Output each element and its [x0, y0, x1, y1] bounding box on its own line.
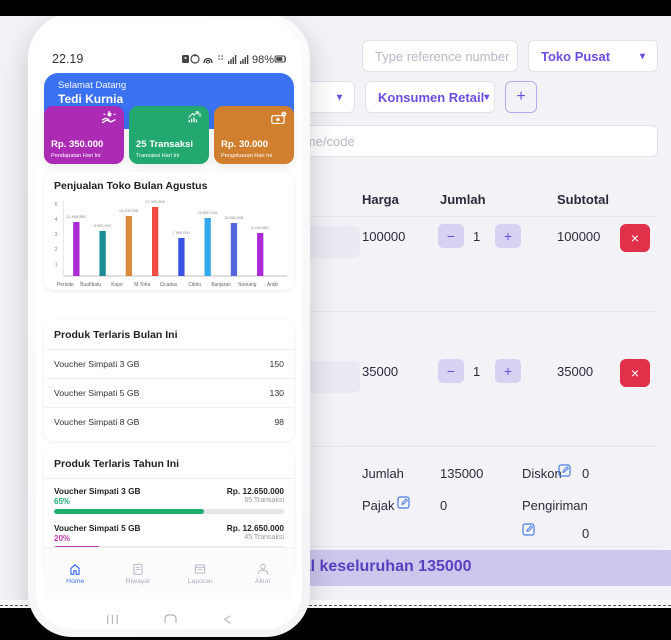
svg-text:13.800.008: 13.800.008	[198, 210, 218, 215]
svg-text:1: 1	[55, 262, 58, 268]
svg-text:Cicadas: Cicadas	[160, 282, 178, 288]
svg-text:13.650.008: 13.650.008	[224, 215, 244, 220]
svg-text:8.200.080: 8.200.080	[251, 225, 269, 230]
svg-text:Banjaran: Banjaran	[211, 282, 231, 288]
svg-text:17.300.008: 17.300.008	[145, 199, 165, 204]
svg-text:14.200.008: 14.200.008	[119, 208, 139, 213]
svg-text:2: 2	[55, 247, 58, 253]
svg-text:98%: 98%	[252, 54, 274, 65]
svg-text:Soreang: Soreang	[238, 282, 257, 288]
svg-text:12.908.860: 12.908.860	[66, 214, 86, 219]
svg-text:7.950.000: 7.950.000	[173, 230, 191, 235]
svg-text:$: $	[199, 113, 202, 119]
svg-text:4: 4	[55, 217, 58, 223]
svg-text:M.Toha: M.Toha	[134, 282, 150, 288]
svg-text:9.900.000: 9.900.000	[94, 223, 112, 228]
svg-text:Andir: Andir	[267, 282, 279, 288]
svg-text:1: 1	[283, 112, 285, 116]
svg-text:Periode: Periode	[57, 282, 74, 288]
svg-text:3: 3	[55, 232, 58, 238]
svg-text:5: 5	[55, 202, 58, 208]
svg-text:Cibiru: Cibiru	[188, 282, 201, 288]
svg-text:Kopo: Kopo	[111, 282, 123, 288]
svg-text:Buahbatu: Buahbatu	[80, 282, 101, 288]
